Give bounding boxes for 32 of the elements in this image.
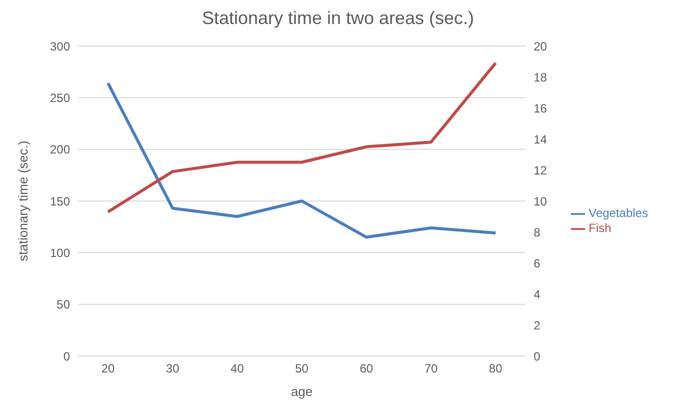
x-tick-label: 70 xyxy=(424,362,438,376)
y2-tick-label: 18 xyxy=(534,70,548,84)
legend-label: Fish xyxy=(588,221,612,235)
x-tick-label: 80 xyxy=(488,362,503,376)
y2-tick-label: 0 xyxy=(534,349,541,364)
y-tick-label: 100 xyxy=(50,246,70,260)
y-tick-label: 200 xyxy=(50,142,70,157)
x-tick-label: 40 xyxy=(230,362,244,376)
y2-tick-label: 2 xyxy=(534,318,541,332)
chart-title: Stationary time in two areas (sec.) xyxy=(200,8,476,30)
y2-tick-label: 20 xyxy=(534,39,548,54)
y2-tick-label: 10 xyxy=(534,194,548,208)
y2-tick-label: 14 xyxy=(534,132,548,146)
x-tick-label: 60 xyxy=(360,362,374,376)
x-axis-title: age xyxy=(290,384,313,399)
y-tick-label: 0 xyxy=(63,349,70,364)
y-tick-label: 50 xyxy=(56,298,70,312)
y-tick-label: 150 xyxy=(50,194,70,208)
x-tick-label: 30 xyxy=(166,362,180,376)
y-axis-title: stationary time (sec.) xyxy=(16,140,31,262)
y2-tick-label: 6 xyxy=(534,256,541,270)
y-tick-label: 300 xyxy=(50,39,70,54)
y2-tick-label: 12 xyxy=(534,163,548,178)
x-tick-label: 20 xyxy=(101,362,115,376)
y2-tick-label: 16 xyxy=(534,101,548,116)
legend-label: Vegetables xyxy=(588,206,648,220)
line-series xyxy=(106,82,498,239)
y-tick-label: 250 xyxy=(50,90,70,105)
y2-tick-label: 4 xyxy=(534,287,541,302)
y2-tick-label: 8 xyxy=(534,225,541,240)
x-tick-label: 50 xyxy=(295,362,309,376)
line-series xyxy=(106,62,498,214)
